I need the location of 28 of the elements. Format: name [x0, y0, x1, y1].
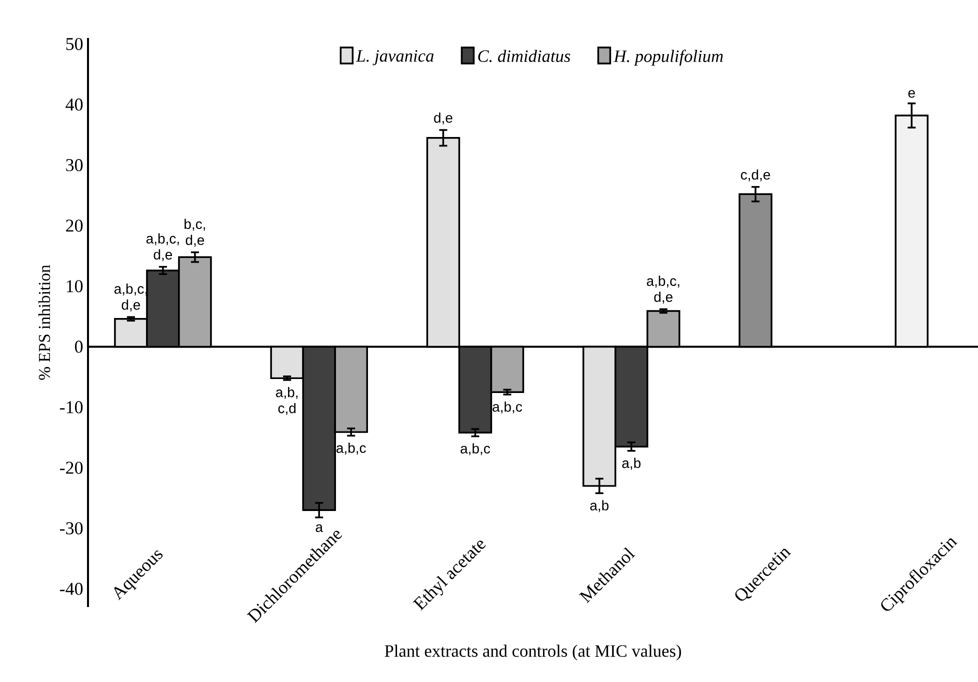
y-tick-label: 0 — [74, 340, 83, 353]
y-tick-label: -30 — [60, 522, 83, 534]
data-label: a,b,c, d,e — [146, 233, 179, 262]
data-label: a,b,c, d,e — [646, 276, 680, 304]
data-label: e — [908, 90, 915, 98]
data-label: a,b,c — [460, 443, 490, 456]
data-label: a — [316, 524, 323, 532]
y-axis-title: % EPS inhibition — [38, 264, 50, 380]
x-axis-title: Plant extracts and controls (at MIC values) — [384, 644, 682, 660]
legend-label: L. javanica — [356, 50, 434, 66]
data-label: a,b,c — [336, 442, 366, 455]
data-label: a,b,c — [492, 401, 522, 414]
y-tick-label: 10 — [66, 280, 83, 292]
data-label: c,d,e — [740, 169, 770, 182]
data-label: d,e — [434, 112, 452, 124]
y-tick-label: 20 — [66, 220, 83, 232]
legend-label: C. dimidiatus — [478, 50, 570, 62]
y-tick-label: 40 — [66, 98, 83, 111]
legend-label: H. populifolium — [614, 50, 723, 66]
y-tick-label: 50 — [66, 38, 83, 50]
y-tick-label: 30 — [66, 159, 83, 172]
data-label: a,b — [622, 458, 641, 470]
data-label: b,c, d,e — [184, 218, 205, 247]
y-tick-label: -40 — [60, 582, 83, 595]
data-label: a,b — [590, 500, 609, 512]
y-tick-label: -20 — [60, 462, 83, 474]
y-tick-label: -10 — [60, 401, 83, 414]
data-label: a,b, c,d — [276, 386, 298, 415]
